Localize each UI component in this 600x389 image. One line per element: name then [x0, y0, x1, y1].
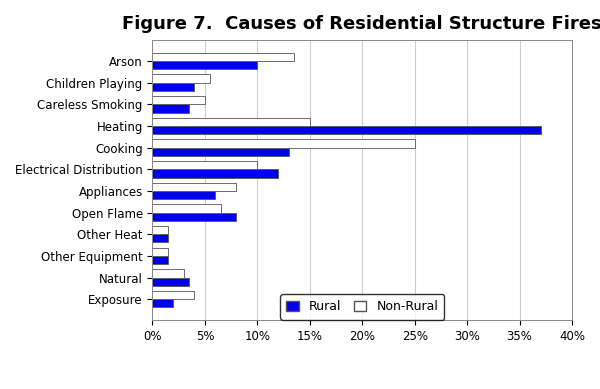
Bar [152, 61, 257, 69]
Bar [152, 148, 289, 156]
Bar [152, 161, 257, 169]
Bar [152, 183, 236, 191]
Bar [152, 169, 278, 177]
Bar [152, 126, 541, 134]
Bar [152, 291, 194, 299]
Bar [152, 83, 194, 91]
Bar [152, 118, 310, 126]
Bar [152, 74, 210, 83]
Bar [152, 278, 189, 286]
Bar [152, 248, 168, 256]
Bar [152, 269, 184, 278]
Bar [152, 234, 168, 242]
Bar [152, 53, 294, 61]
Bar [152, 96, 205, 104]
Bar [152, 213, 236, 221]
Bar [152, 226, 168, 234]
Bar [152, 256, 168, 264]
Bar [152, 139, 415, 148]
Bar [152, 204, 221, 213]
Title: Figure 7.  Causes of Residential Structure Fires: Figure 7. Causes of Residential Structur… [122, 15, 600, 33]
Bar [152, 299, 173, 307]
Bar [152, 104, 189, 112]
Bar [152, 191, 215, 199]
Legend: Rural, Non-Rural: Rural, Non-Rural [280, 294, 445, 319]
